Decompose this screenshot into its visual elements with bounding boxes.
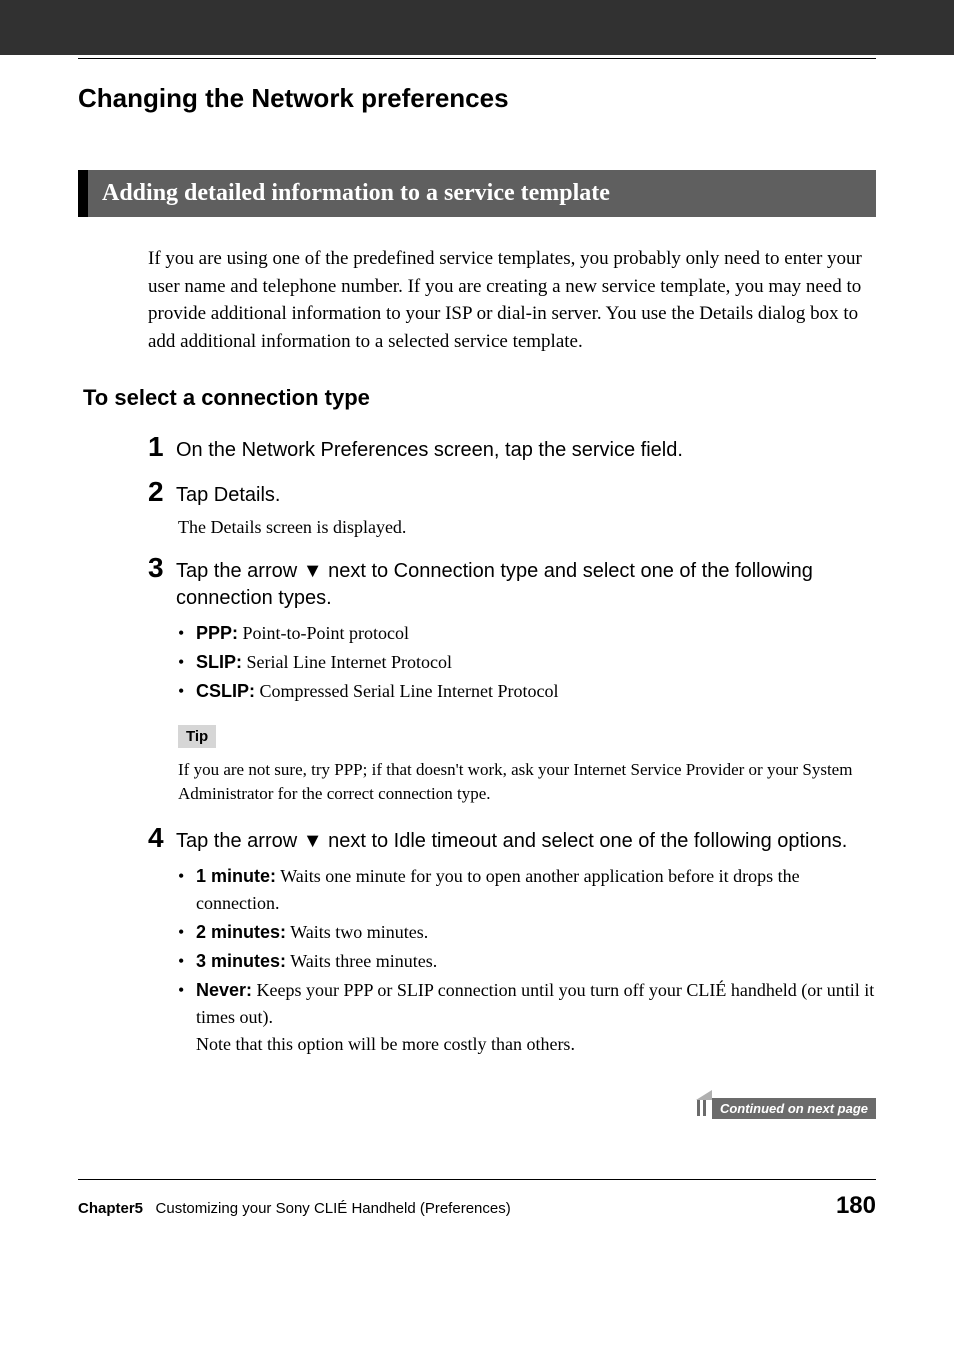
step-number: 4 — [148, 824, 168, 852]
list-item: • CSLIP: Compressed Serial Line Internet… — [178, 678, 876, 705]
footer-page-number: 180 — [836, 1192, 876, 1220]
tip-text: If you are not sure, try PPP; if that do… — [178, 758, 876, 806]
bullet-list: • 1 minute: Waits one minute for you to … — [178, 863, 876, 1058]
step-subtext: The Details screen is displayed. — [178, 515, 876, 540]
continued-label: Continued on next page — [712, 1098, 876, 1119]
bullet-bold: 3 minutes: — [196, 951, 286, 971]
step-text: Tap Details. — [176, 482, 281, 509]
footer-title: Customizing your Sony CLIÉ Handheld (Pre… — [156, 1200, 511, 1217]
down-arrow-icon: ▼ — [303, 560, 323, 582]
bullet-icon: • — [178, 863, 196, 917]
page-footer: Chapter5 Customizing your Sony CLIÉ Hand… — [78, 1179, 876, 1260]
main-heading: Changing the Network preferences — [78, 83, 876, 114]
continued-indicator: Continued on next page — [78, 1098, 876, 1119]
list-item: • Never: Keeps your PPP or SLIP connecti… — [178, 977, 876, 1058]
bullet-icon: • — [178, 649, 196, 676]
step-number: 1 — [148, 433, 168, 461]
tip-label: Tip — [178, 725, 216, 748]
bullet-rest: Waits three minutes. — [286, 951, 437, 971]
bullet-icon: • — [178, 620, 196, 647]
bullet-icon: • — [178, 977, 196, 1058]
step-text: Tap the arrow ▼ next to Connection type … — [176, 558, 876, 612]
step-text: Tap the arrow ▼ next to Idle timeout and… — [176, 828, 847, 855]
list-item: • 1 minute: Waits one minute for you to … — [178, 863, 876, 917]
bullet-bold: CSLIP: — [196, 681, 255, 701]
bullet-rest: Waits two minutes. — [286, 922, 428, 942]
list-item: • 2 minutes: Waits two minutes. — [178, 919, 876, 946]
subsection-heading: Adding detailed information to a service… — [78, 170, 876, 217]
step-text: On the Network Preferences screen, tap t… — [176, 437, 683, 464]
step-text-pre: Tap the arrow — [176, 560, 303, 582]
down-arrow-icon: ▼ — [303, 830, 323, 852]
list-item: • PPP: Point-to-Point protocol — [178, 620, 876, 647]
sub-heading: To select a connection type — [83, 385, 876, 411]
bullet-bold: SLIP: — [196, 652, 242, 672]
bullet-list: • PPP: Point-to-Point protocol • SLIP: S… — [178, 620, 876, 705]
continued-bars-icon — [697, 1100, 706, 1116]
list-item: • SLIP: Serial Line Internet Protocol — [178, 649, 876, 676]
step-number: 3 — [148, 554, 168, 582]
bullet-rest: Point-to-Point protocol — [238, 623, 409, 643]
bullet-note: Note that this option will be more costl… — [196, 1034, 575, 1054]
bullet-icon: • — [178, 948, 196, 975]
intro-paragraph: If you are using one of the predefined s… — [148, 245, 866, 355]
bullet-rest: Keeps your PPP or SLIP connection until … — [196, 980, 874, 1027]
header-bar — [0, 0, 954, 55]
bullet-bold: 1 minute: — [196, 866, 276, 886]
bullet-rest: Compressed Serial Line Internet Protocol — [255, 681, 558, 701]
footer-chapter: Chapter5 — [78, 1200, 143, 1217]
bullet-bold: 2 minutes: — [196, 922, 286, 942]
step-text-post: next to Idle timeout and select one of t… — [323, 830, 848, 852]
bullet-rest: Waits one minute for you to open another… — [196, 866, 800, 913]
step-number: 2 — [148, 478, 168, 506]
bullet-icon: • — [178, 678, 196, 705]
page-content: Changing the Network preferences Adding … — [0, 58, 954, 1260]
step-text-pre: Tap the arrow — [176, 830, 303, 852]
bullet-rest: Serial Line Internet Protocol — [242, 652, 452, 672]
tip-box: Tip If you are not sure, try PPP; if tha… — [178, 725, 876, 806]
step-1: 1 On the Network Preferences screen, tap… — [148, 433, 876, 464]
bullet-bold: Never: — [196, 980, 252, 1000]
top-rule — [78, 58, 876, 59]
step-3: 3 Tap the arrow ▼ next to Connection typ… — [148, 554, 876, 705]
continued-triangle-icon — [696, 1090, 712, 1100]
step-4: 4 Tap the arrow ▼ next to Idle timeout a… — [148, 824, 876, 1058]
bullet-bold: PPP: — [196, 623, 238, 643]
bullet-icon: • — [178, 919, 196, 946]
step-2: 2 Tap Details. The Details screen is dis… — [148, 478, 876, 540]
list-item: • 3 minutes: Waits three minutes. — [178, 948, 876, 975]
